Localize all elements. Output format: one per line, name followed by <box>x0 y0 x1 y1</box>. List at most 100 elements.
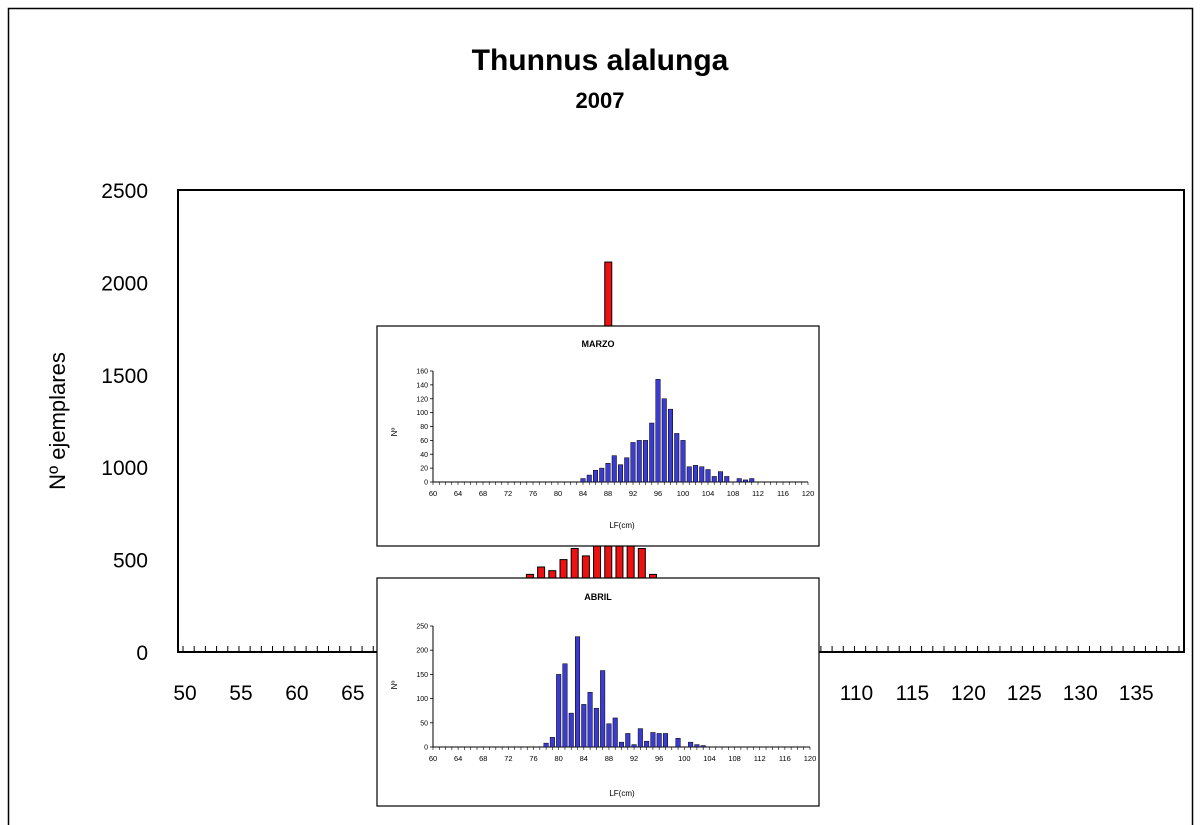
inset-y-tick-label: 20 <box>420 466 428 473</box>
inset-x-tick-label: 84 <box>580 754 588 763</box>
inset-bar <box>600 670 606 748</box>
main-y-tick-label: 500 <box>113 550 148 573</box>
main-y-tick-label: 2000 <box>101 272 148 295</box>
main-x-tick-label: 110 <box>840 682 873 705</box>
inset-marzo-title: MARZO <box>582 339 615 349</box>
inset-bar <box>693 465 698 483</box>
inset-bar <box>711 476 717 483</box>
inset-x-tick-label: 120 <box>802 489 815 498</box>
inset-y-tick-label: 160 <box>416 369 428 376</box>
main-x-tick-label: 120 <box>951 682 986 705</box>
inset-bar <box>650 732 656 748</box>
inset-bar <box>612 717 618 748</box>
inset-bar <box>661 398 667 483</box>
inset-y-tick-label: 250 <box>416 624 428 631</box>
chart-title: Thunnus alalunga <box>472 44 729 77</box>
inset-y-tick-label: 100 <box>416 410 428 417</box>
inset-abril-title: ABRIL <box>584 592 612 602</box>
main-x-tick-label: 130 <box>1063 682 1098 705</box>
main-x-tick-label: 65 <box>341 682 364 705</box>
inset-bar <box>543 742 549 748</box>
inset-bar <box>649 422 655 483</box>
inset-y-tick-label: 100 <box>416 696 428 703</box>
inset-x-tick-label: 60 <box>429 754 437 763</box>
inset-x-tick-label: 64 <box>454 489 462 498</box>
inset-bar <box>636 440 642 483</box>
inset-x-tick-label: 76 <box>529 489 537 498</box>
inset-marzo-frame <box>376 325 820 547</box>
inset-bar <box>625 733 631 748</box>
inset-y-tick-label: 120 <box>416 396 428 403</box>
inset-x-tick-label: 64 <box>454 754 462 763</box>
inset-x-tick-label: 112 <box>754 754 766 763</box>
inset-bar <box>643 440 648 483</box>
inset-bar <box>618 741 625 748</box>
inset-bar <box>549 737 555 748</box>
inset-x-tick-label: 84 <box>579 489 587 498</box>
inset-bar <box>686 466 692 483</box>
inset-x-tick-label: 108 <box>727 489 740 498</box>
inset-x-tick-label: 116 <box>779 754 791 763</box>
inset-y-tick-label: 0 <box>424 480 428 487</box>
inset-bar <box>694 744 700 748</box>
inset-abril-frame <box>376 577 820 807</box>
inset-x-tick-label: 68 <box>479 489 487 498</box>
chart-subtitle: 2007 <box>576 88 625 113</box>
main-x-tick-label: 125 <box>1007 682 1042 705</box>
inset-x-tick-label: 80 <box>554 754 562 763</box>
inset-x-tick-label: 80 <box>554 489 562 498</box>
inset-bar <box>562 663 568 748</box>
inset-bar <box>611 455 617 483</box>
inset-bar <box>680 440 686 483</box>
main-x-tick-label: 115 <box>896 682 929 705</box>
inset-x-tick-label: 88 <box>605 754 613 763</box>
inset-bar <box>631 744 637 748</box>
inset-bar <box>575 636 581 748</box>
inset-x-tick-label: 100 <box>678 754 691 763</box>
inset-bar <box>705 469 711 483</box>
inset-bar <box>724 476 730 483</box>
main-y-tick-label: 2500 <box>101 180 148 203</box>
inset-x-tick-label: 104 <box>702 489 715 498</box>
inset-bar <box>743 479 748 483</box>
inset-y-tick-label: 0 <box>424 745 428 752</box>
inset-bar <box>700 745 706 748</box>
inset-bar <box>688 741 694 748</box>
inset-marzo-x-label: LF(cm) <box>609 521 635 530</box>
inset-y-tick-label: 60 <box>420 438 428 445</box>
inset-bar <box>674 433 680 483</box>
inset-x-tick-label: 72 <box>504 754 512 763</box>
inset-x-tick-label: 108 <box>728 754 741 763</box>
inset-y-tick-label: 150 <box>416 672 428 679</box>
main-y-axis-label: Nº ejemplares <box>45 352 70 490</box>
inset-bar <box>593 708 599 748</box>
inset-x-tick-label: 100 <box>677 489 690 498</box>
inset-x-tick-label: 92 <box>630 754 638 763</box>
main-x-tick-label: 50 <box>173 682 196 705</box>
inset-bar <box>580 478 586 483</box>
inset-bar <box>675 738 681 748</box>
inset-bar <box>586 474 592 483</box>
inset-bar <box>606 723 612 748</box>
inset-bar <box>593 469 598 483</box>
inset-bar <box>736 478 742 483</box>
inset-y-tick-label: 200 <box>416 648 428 655</box>
main-x-tick-label: 135 <box>1119 682 1154 705</box>
inset-x-tick-label: 92 <box>629 489 637 498</box>
inset-chart-marzo: MARZO Nº LF(cm) 0 20 40 60 80 100 120 140 160 60 6… <box>376 325 820 547</box>
main-x-tick-label: 55 <box>229 682 252 705</box>
inset-bar <box>749 478 755 483</box>
inset-y-tick-label: 80 <box>420 424 428 431</box>
inset-x-tick-label: 72 <box>504 489 512 498</box>
inset-bar <box>618 464 623 483</box>
inset-chart-abril: ABRIL Nº LF(cm) 0 50 100 150 200 250 60 64 68 72 7… <box>376 577 820 807</box>
inset-x-tick-label: 76 <box>529 754 537 763</box>
inset-bar <box>630 442 636 483</box>
inset-x-tick-label: 112 <box>752 489 764 498</box>
inset-bar <box>718 471 723 483</box>
inset-x-tick-label: 116 <box>777 489 789 498</box>
inset-marzo-y-label: Nº <box>390 428 399 437</box>
inset-x-tick-label: 68 <box>479 754 487 763</box>
inset-bar <box>587 692 593 748</box>
